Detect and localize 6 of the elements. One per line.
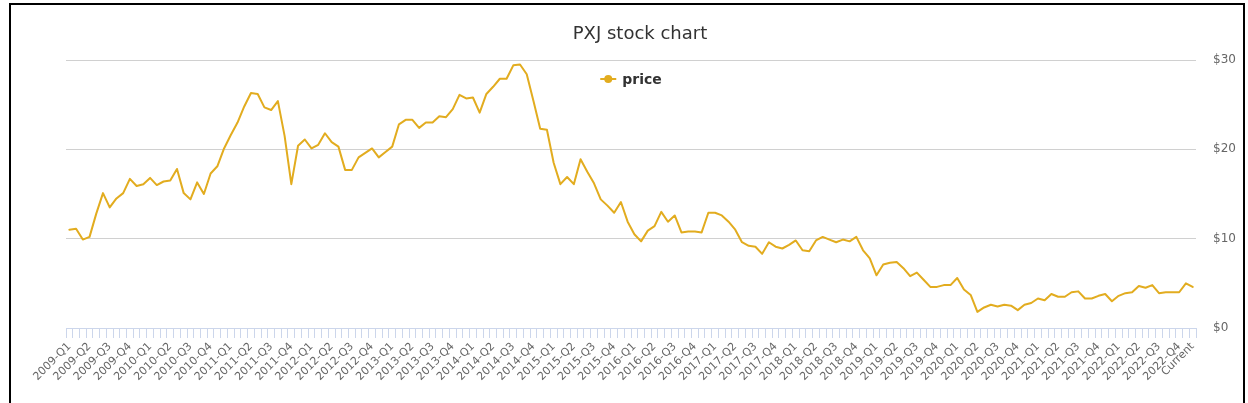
legend-label: price [622, 70, 662, 87]
y-tick-label: $0 [1213, 320, 1229, 335]
y-tick-label: $20 [1213, 141, 1236, 156]
y-tick-label: $30 [1213, 52, 1236, 67]
y-tick-label: $10 [1213, 230, 1236, 245]
chart-title: PXJ stock chart [572, 21, 708, 43]
